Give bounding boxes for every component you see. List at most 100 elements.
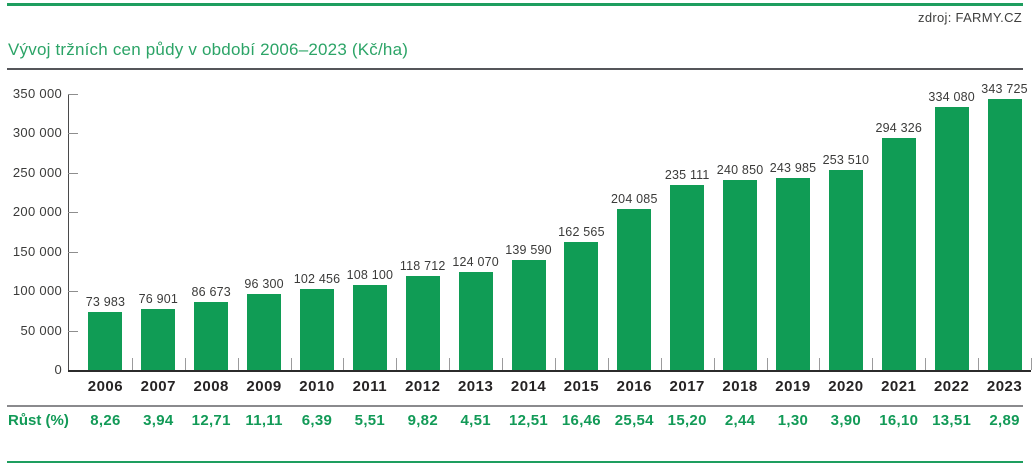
bar — [405, 276, 440, 370]
bar-value-label: 204 085 — [611, 192, 658, 207]
growth-value: 1,30 — [777, 412, 809, 429]
bar-value-label: 96 300 — [244, 277, 284, 292]
x-axis-tick — [607, 358, 609, 370]
y-axis-label: 100 000 — [12, 283, 62, 299]
y-axis-label: 250 000 — [12, 164, 62, 180]
x-axis-category-label: 2018 — [722, 378, 758, 395]
x-axis-category-label: 2010 — [299, 378, 335, 395]
bar — [828, 170, 863, 370]
bar — [934, 106, 969, 370]
x-axis-category-label: 2015 — [563, 378, 600, 395]
x-axis-tick — [660, 358, 662, 370]
y-axis-tick — [68, 212, 78, 214]
bar — [352, 284, 387, 370]
y-axis-label: 0 — [54, 362, 62, 377]
y-axis-tick — [68, 330, 78, 332]
x-axis-category-label: 2011 — [352, 378, 388, 395]
growth-value: 16,10 — [879, 412, 919, 429]
growth-value: 12,71 — [191, 412, 231, 429]
bar-value-label: 294 326 — [875, 120, 923, 135]
growth-value: 8,26 — [90, 412, 121, 429]
growth-value: 13,51 — [932, 412, 972, 429]
bar-value-label: 240 850 — [716, 163, 764, 178]
bar — [776, 177, 810, 370]
bar-value-label: 253 510 — [822, 153, 870, 168]
bar-value-label: 102 456 — [293, 272, 341, 287]
x-axis-category-label: 2014 — [510, 378, 547, 395]
bar — [194, 301, 229, 370]
y-axis-tick — [68, 133, 78, 135]
bar — [670, 184, 705, 370]
growth-value: 11,11 — [245, 412, 283, 429]
growth-value: 2,44 — [724, 412, 756, 429]
x-axis-tick — [396, 358, 398, 370]
bottom-green-divider — [7, 461, 1023, 463]
x-axis-tick — [343, 358, 345, 370]
x-axis-category-label: 2022 — [933, 378, 970, 395]
x-axis-category-label: 2012 — [405, 378, 441, 395]
bar-value-label: 124 070 — [452, 255, 499, 270]
chart-title: Vývoj tržních cen půdy v období 2006–202… — [8, 40, 409, 59]
growth-value: 6,39 — [301, 412, 333, 429]
y-axis-tick — [68, 94, 78, 95]
y-axis-label: 350 000 — [12, 86, 62, 101]
growth-row-label: Růst (%) — [8, 412, 69, 429]
bar — [617, 209, 652, 370]
x-axis-tick — [131, 358, 133, 370]
bar — [723, 180, 758, 370]
x-axis-category-label: 2020 — [828, 378, 864, 395]
bar-value-label: 243 985 — [769, 160, 817, 175]
x-axis-category-label: 2009 — [246, 378, 282, 395]
bar — [247, 294, 282, 370]
x-axis-category-label: 2007 — [140, 378, 176, 395]
growth-value: 12,51 — [509, 412, 549, 429]
bar — [881, 137, 916, 370]
bar-value-label: 343 725 — [981, 81, 1028, 96]
bar — [300, 289, 334, 370]
years-divider — [7, 405, 1023, 407]
bar-value-label: 76 901 — [138, 292, 179, 307]
bar-value-label: 108 100 — [346, 267, 394, 282]
x-axis-tick — [237, 358, 239, 370]
x-axis-tick — [766, 358, 768, 370]
x-axis-line — [68, 370, 1031, 372]
x-axis-tick — [713, 358, 715, 370]
bar-value-label: 86 673 — [191, 284, 231, 299]
x-axis-category-label: 2016 — [616, 378, 652, 395]
y-axis-tick — [68, 291, 78, 293]
bar-value-label: 334 080 — [928, 89, 975, 104]
x-axis-category-label: 2019 — [775, 378, 811, 395]
x-axis-tick — [978, 358, 980, 370]
growth-value: 16,46 — [561, 412, 601, 429]
x-axis-tick — [502, 358, 504, 370]
growth-value: 3,90 — [830, 412, 862, 429]
x-axis-category-label: 2006 — [87, 378, 124, 395]
x-axis-tick — [184, 358, 186, 370]
x-axis-category-label: 2017 — [669, 378, 705, 395]
growth-value: 15,20 — [667, 412, 707, 429]
growth-value: 4,51 — [460, 412, 491, 429]
y-axis-line — [68, 94, 69, 371]
x-axis-tick — [819, 358, 821, 370]
growth-value: 5,51 — [354, 412, 386, 429]
y-axis-label: 150 000 — [12, 243, 62, 259]
bar-value-label: 162 565 — [558, 224, 605, 239]
bar-value-label: 73 983 — [85, 294, 126, 309]
x-axis-tick — [925, 358, 927, 370]
y-axis-tick — [68, 172, 78, 174]
bar — [511, 259, 546, 370]
x-axis-category-label: 2021 — [881, 378, 917, 395]
x-axis-category-label: 2008 — [193, 378, 229, 395]
bar-value-label: 139 590 — [505, 242, 552, 257]
x-axis-tick — [555, 358, 556, 370]
growth-value: 25,54 — [614, 412, 654, 429]
bar — [987, 98, 1022, 370]
bar — [141, 309, 176, 370]
bar — [458, 272, 493, 370]
y-axis-tick — [68, 251, 78, 253]
growth-value: 2,89 — [989, 412, 1020, 429]
growth-value: 3,94 — [143, 412, 174, 429]
x-axis-category-label: 2013 — [457, 378, 494, 395]
growth-value: 9,82 — [407, 412, 438, 429]
